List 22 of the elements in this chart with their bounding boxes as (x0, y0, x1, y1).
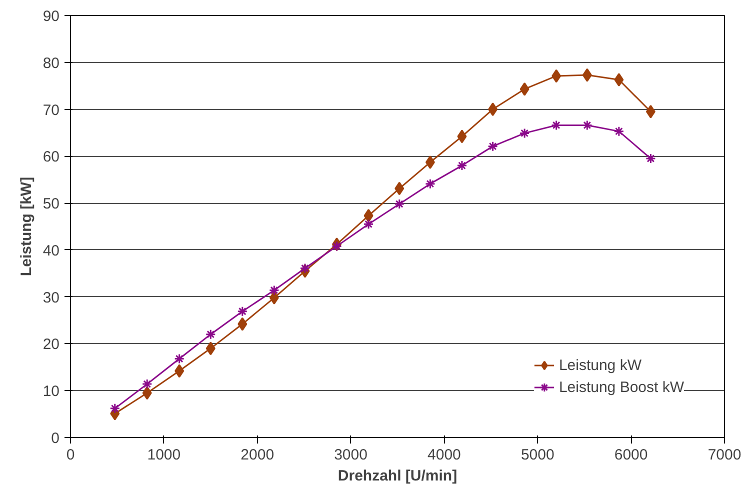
y-tick-label: 40 (42, 242, 60, 260)
x-tick-label: 2000 (240, 446, 274, 464)
x-axis-title: Drehzahl [U/min] (338, 468, 458, 484)
x-tick-label: 4000 (428, 446, 461, 464)
legend-label: Leistung kW (558, 356, 642, 374)
y-tick-label: 60 (42, 148, 60, 166)
y-axis-title: Leistung [kW] (18, 176, 35, 276)
x-tick-label: 1000 (147, 446, 181, 464)
y-tick-label: 10 (42, 383, 60, 400)
y-tick-label: 20 (42, 336, 60, 354)
y-tick-label: 50 (42, 196, 60, 213)
legend-label: Leistung Boost kW (558, 378, 684, 396)
y-tick-label: 70 (42, 102, 60, 119)
y-tick-label: 30 (42, 289, 60, 306)
x-tick-label: 0 (66, 446, 75, 464)
y-tick-label: 0 (51, 430, 60, 447)
x-tick-label: 6000 (614, 446, 648, 464)
y-tick-label: 90 (42, 8, 60, 25)
x-tick-label: 5000 (520, 446, 554, 464)
x-tick-label: 3000 (334, 446, 368, 464)
x-tick-label: 7000 (708, 446, 742, 464)
y-tick-label: 80 (42, 54, 60, 72)
